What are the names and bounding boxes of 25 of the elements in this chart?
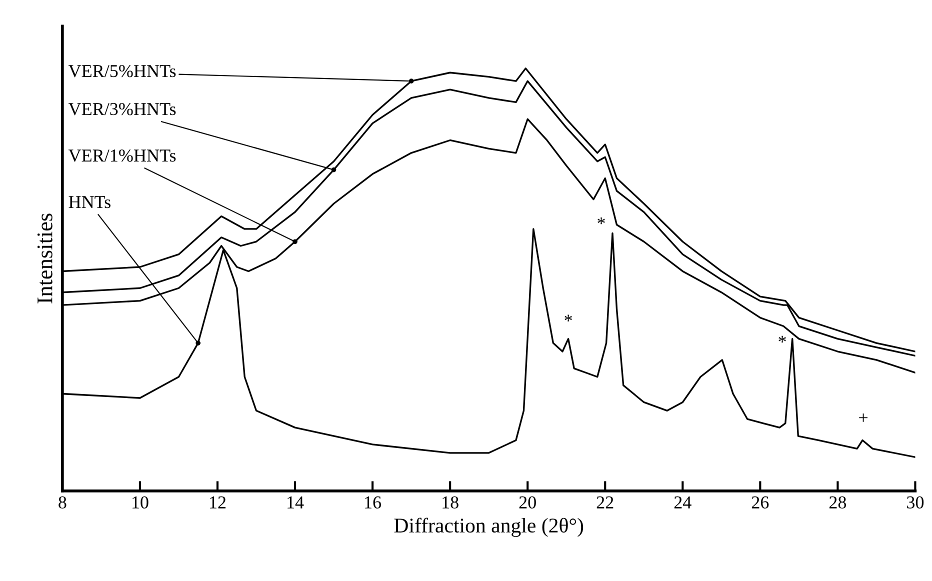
text: VER/3%HNTs (68, 102, 176, 116)
x-tick-label: 14 (288, 496, 304, 508)
x-tick-label: 30 (907, 496, 924, 509)
y-axis-title: Intensities (37, 214, 52, 304)
annotation: * (778, 336, 786, 342)
annotation: * (564, 314, 572, 322)
x-tick-label: 16 (365, 496, 382, 509)
x-tick-label: 22 (596, 496, 614, 508)
x-tick-label: 20 (519, 496, 536, 509)
x-tick-label: 26 (752, 496, 769, 509)
x-tick-label: 10 (132, 496, 148, 509)
text: VER/1%HNTs (68, 149, 176, 162)
x-axis-title: Diffraction angle (2θ°) (394, 518, 584, 537)
point (408, 78, 414, 84)
annotation: + (859, 414, 868, 422)
x-tick-label: 8 (58, 496, 66, 509)
point (292, 239, 298, 244)
x-tick-label: 24 (674, 496, 692, 508)
point (196, 340, 201, 346)
x-tick-label: 18 (442, 496, 458, 509)
x-tick-label: 12 (210, 496, 226, 508)
text: HNTs (68, 196, 110, 208)
x-tick-label: 28 (829, 496, 846, 509)
text: VER/5%HNTs (68, 64, 176, 78)
annotation: * (598, 218, 605, 224)
